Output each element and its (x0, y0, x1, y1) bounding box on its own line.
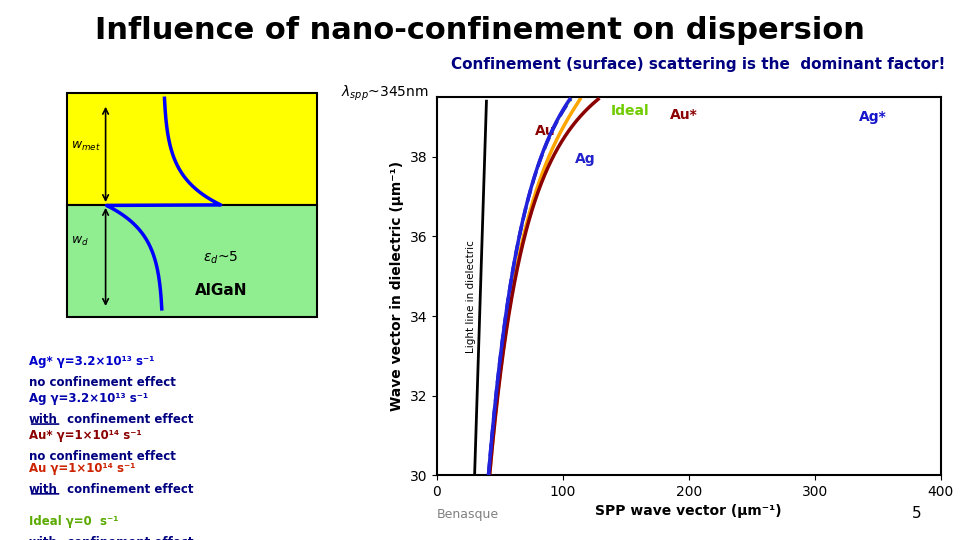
Text: confinement effect: confinement effect (63, 413, 194, 426)
Text: $w_{met}$: $w_{met}$ (71, 140, 101, 153)
Text: $\varepsilon_d$~5: $\varepsilon_d$~5 (204, 249, 238, 266)
Text: Au γ=1×10¹⁴ s⁻¹: Au γ=1×10¹⁴ s⁻¹ (29, 462, 135, 475)
Bar (67, 93, 317, 205)
Text: Ag: Ag (575, 152, 596, 166)
Text: Ag γ=3.2×10¹³ s⁻¹: Ag γ=3.2×10¹³ s⁻¹ (29, 392, 148, 405)
Text: $w_d$: $w_d$ (71, 235, 89, 248)
Text: Ideal: Ideal (611, 104, 649, 118)
Text: Au: Au (535, 124, 556, 138)
Text: with: with (29, 413, 58, 426)
Text: Benasque: Benasque (437, 508, 499, 522)
Text: Light line in dielectric: Light line in dielectric (466, 240, 476, 353)
Text: 5: 5 (912, 507, 922, 522)
Text: AlGaN: AlGaN (195, 283, 247, 298)
X-axis label: SPP wave vector (μm⁻¹): SPP wave vector (μm⁻¹) (595, 504, 782, 518)
Bar (67, 205, 317, 318)
Y-axis label: Wave vector in dielectric (μm⁻¹): Wave vector in dielectric (μm⁻¹) (390, 161, 404, 411)
Text: Influence of nano-confinement on dispersion: Influence of nano-confinement on dispers… (95, 16, 865, 45)
Text: confinement effect: confinement effect (63, 536, 194, 540)
Text: Confinement (surface) scattering is the  dominant factor!: Confinement (surface) scattering is the … (451, 57, 946, 72)
Text: Au*: Au* (670, 108, 698, 122)
Text: with: with (29, 483, 58, 496)
Text: Ag*: Ag* (859, 110, 887, 124)
Text: no confinement effect: no confinement effect (29, 450, 176, 463)
Text: confinement effect: confinement effect (63, 483, 194, 496)
Text: Ideal γ=0  s⁻¹: Ideal γ=0 s⁻¹ (29, 515, 118, 528)
Text: no confinement effect: no confinement effect (29, 376, 176, 389)
Text: Au* γ=1×10¹⁴ s⁻¹: Au* γ=1×10¹⁴ s⁻¹ (29, 429, 141, 442)
Text: $\lambda_{spp}$~345nm: $\lambda_{spp}$~345nm (341, 84, 428, 103)
Text: with: with (29, 536, 58, 540)
Text: Ag* γ=3.2×10¹³ s⁻¹: Ag* γ=3.2×10¹³ s⁻¹ (29, 355, 155, 368)
